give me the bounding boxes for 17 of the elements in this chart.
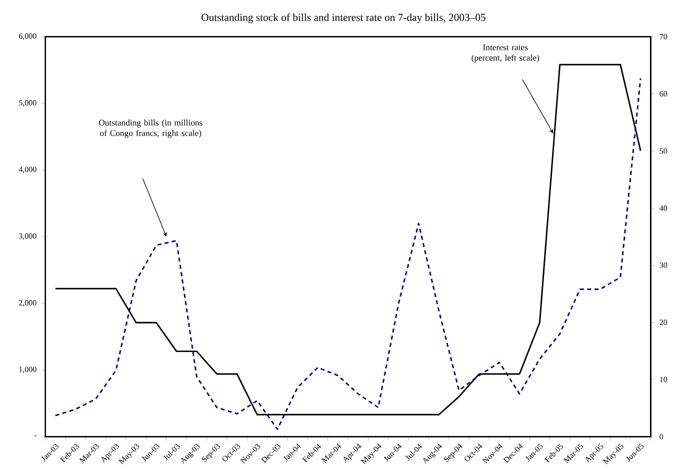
y-tick-label: 6,000: [18, 33, 36, 40]
annotation: Outstanding bills (in millions of Congo francs, right scale): [99, 120, 202, 138]
y-tick-label: 1,000: [19, 366, 36, 374]
y2-tick-label: 50: [660, 148, 668, 154]
y2-tick-label: 30: [660, 262, 668, 268]
chart-title: Outstanding stock of bills and interest rate on 7-day bills, 2003–05: [202, 13, 486, 24]
y-tick-label: 4,000: [18, 166, 36, 174]
y-tick-label: 3,000: [19, 233, 36, 240]
y2-tick-label: 0: [660, 434, 664, 440]
y-tick-label: 5,000: [19, 100, 36, 107]
y2-tick-label: 70: [660, 34, 668, 40]
y2-tick-label: 10: [660, 376, 668, 382]
y2-tick-label: 20: [660, 320, 668, 326]
y2-tick-label: 40: [660, 205, 668, 211]
y-tick-label: 2,000: [18, 300, 36, 307]
y2-tick-label: 60: [660, 91, 668, 97]
annotation: Interest rates (percent, left scale): [472, 44, 540, 62]
